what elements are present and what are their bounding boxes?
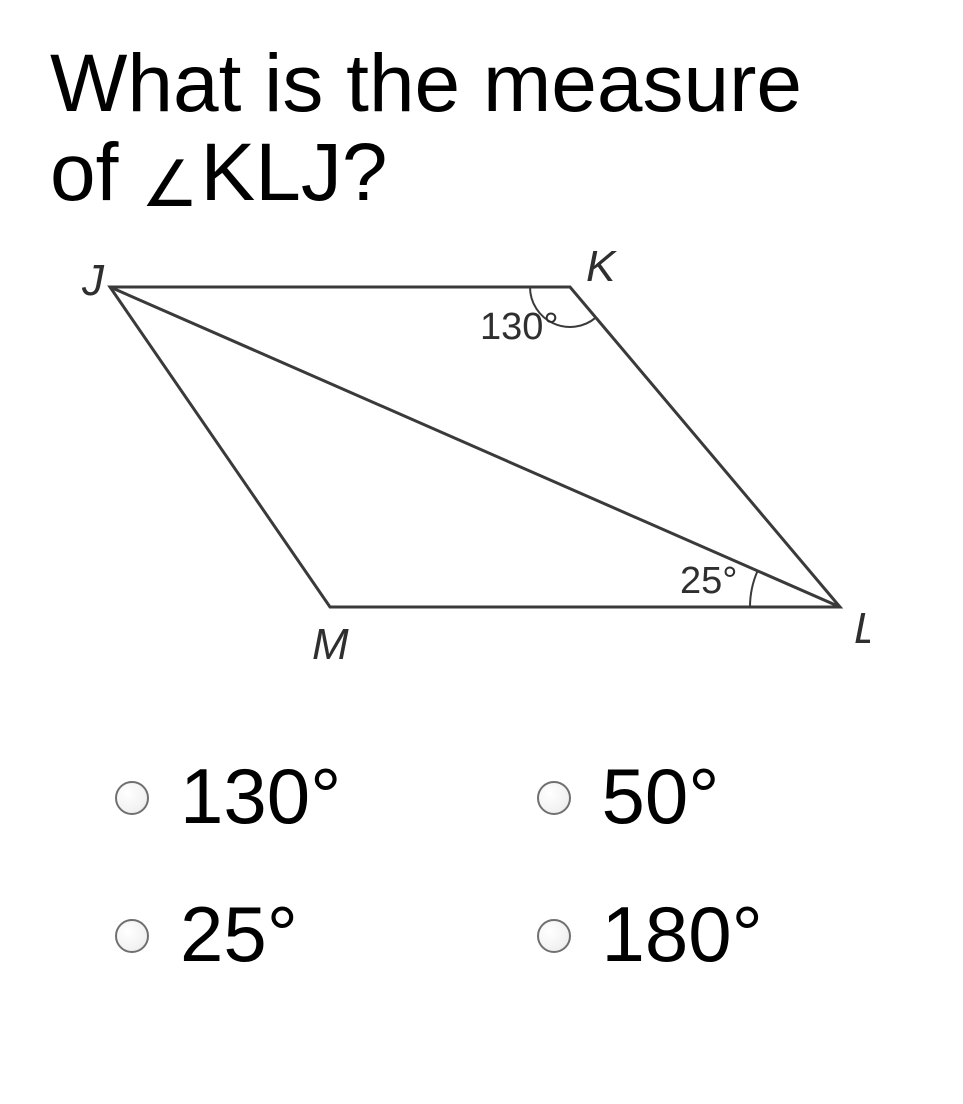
answer-options: 130° 50° 25° 180° <box>50 757 913 973</box>
question-text: What is the measure of ∠KLJ? <box>50 40 913 217</box>
vertex-label-l: L <box>854 604 870 653</box>
vertex-label-m: M <box>312 620 349 669</box>
angle-label-k: 130° <box>480 306 559 348</box>
diagram-svg: J K L M 130° 25° <box>50 247 870 687</box>
radio-25[interactable] <box>115 919 149 953</box>
question-container: What is the measure of ∠KLJ? J K L M 130… <box>0 0 963 973</box>
question-line2-prefix: of <box>50 127 141 218</box>
option-label: 130° <box>180 757 341 835</box>
radio-180[interactable] <box>537 919 571 953</box>
option-50[interactable]: 50° <box>532 757 914 835</box>
angle-icon: ∠ <box>141 150 200 219</box>
radio-130[interactable] <box>115 781 149 815</box>
vertex-label-k: K <box>586 247 617 291</box>
question-line1: What is the measure <box>50 38 802 129</box>
angle-arc-l <box>750 571 758 607</box>
vertex-label-j: J <box>81 256 105 305</box>
option-label: 25° <box>180 895 298 973</box>
option-label: 180° <box>602 895 763 973</box>
question-angle-name: KLJ? <box>201 127 388 218</box>
radio-50[interactable] <box>537 781 571 815</box>
option-180[interactable]: 180° <box>532 895 914 973</box>
option-25[interactable]: 25° <box>110 895 492 973</box>
angle-label-l: 25° <box>680 560 737 602</box>
option-130[interactable]: 130° <box>110 757 492 835</box>
option-label: 50° <box>602 757 720 835</box>
diagram: J K L M 130° 25° <box>50 247 870 687</box>
